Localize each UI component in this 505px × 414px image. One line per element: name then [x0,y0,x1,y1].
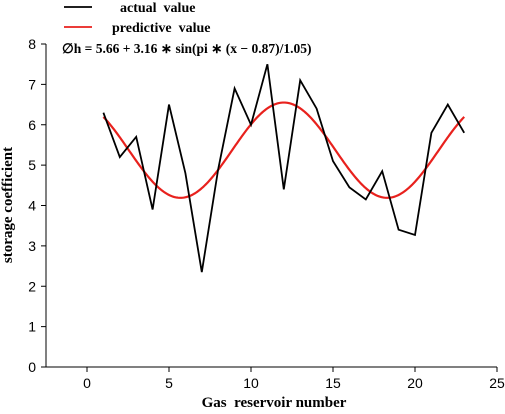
series-layer [102,63,465,273]
x-tick-label: 5 [165,375,173,391]
y-tick-label: 8 [28,36,36,52]
y-tick-label: 2 [28,278,36,294]
y-tick-label: 5 [28,157,36,173]
y-axis-title: storage coefficient [0,147,16,263]
x-tick-label: 15 [325,375,341,391]
y-ticks: 0 1 2 3 4 5 6 7 8 [28,36,46,375]
y-tick-label: 4 [28,198,36,214]
y-tick-label: 3 [28,238,36,254]
series-actual-line [102,63,465,273]
y-tick-label: 0 [28,359,36,375]
legend-label-predictive: predictive value [112,21,211,36]
y-tick-label: 7 [28,76,36,92]
x-axis-title: Gas reservoir number [202,395,347,411]
x-tick-label: 10 [243,375,259,391]
x-tick-label: 0 [83,375,91,391]
series-predictive-line [102,101,465,199]
y-tick-label: 1 [28,319,36,335]
legend-label-actual: actual value [120,1,195,16]
x-tick-label: 25 [489,375,505,391]
x-tick-label: 20 [407,375,423,391]
formula-annotation: ∅h = 5.66 + 3.16 ∗ sin(pi ∗ (x − 0.87)/1… [62,41,311,56]
legend: actual value predictive value [64,1,211,36]
x-ticks: 0 5 10 15 20 25 [83,367,505,391]
y-tick-label: 6 [28,117,36,133]
